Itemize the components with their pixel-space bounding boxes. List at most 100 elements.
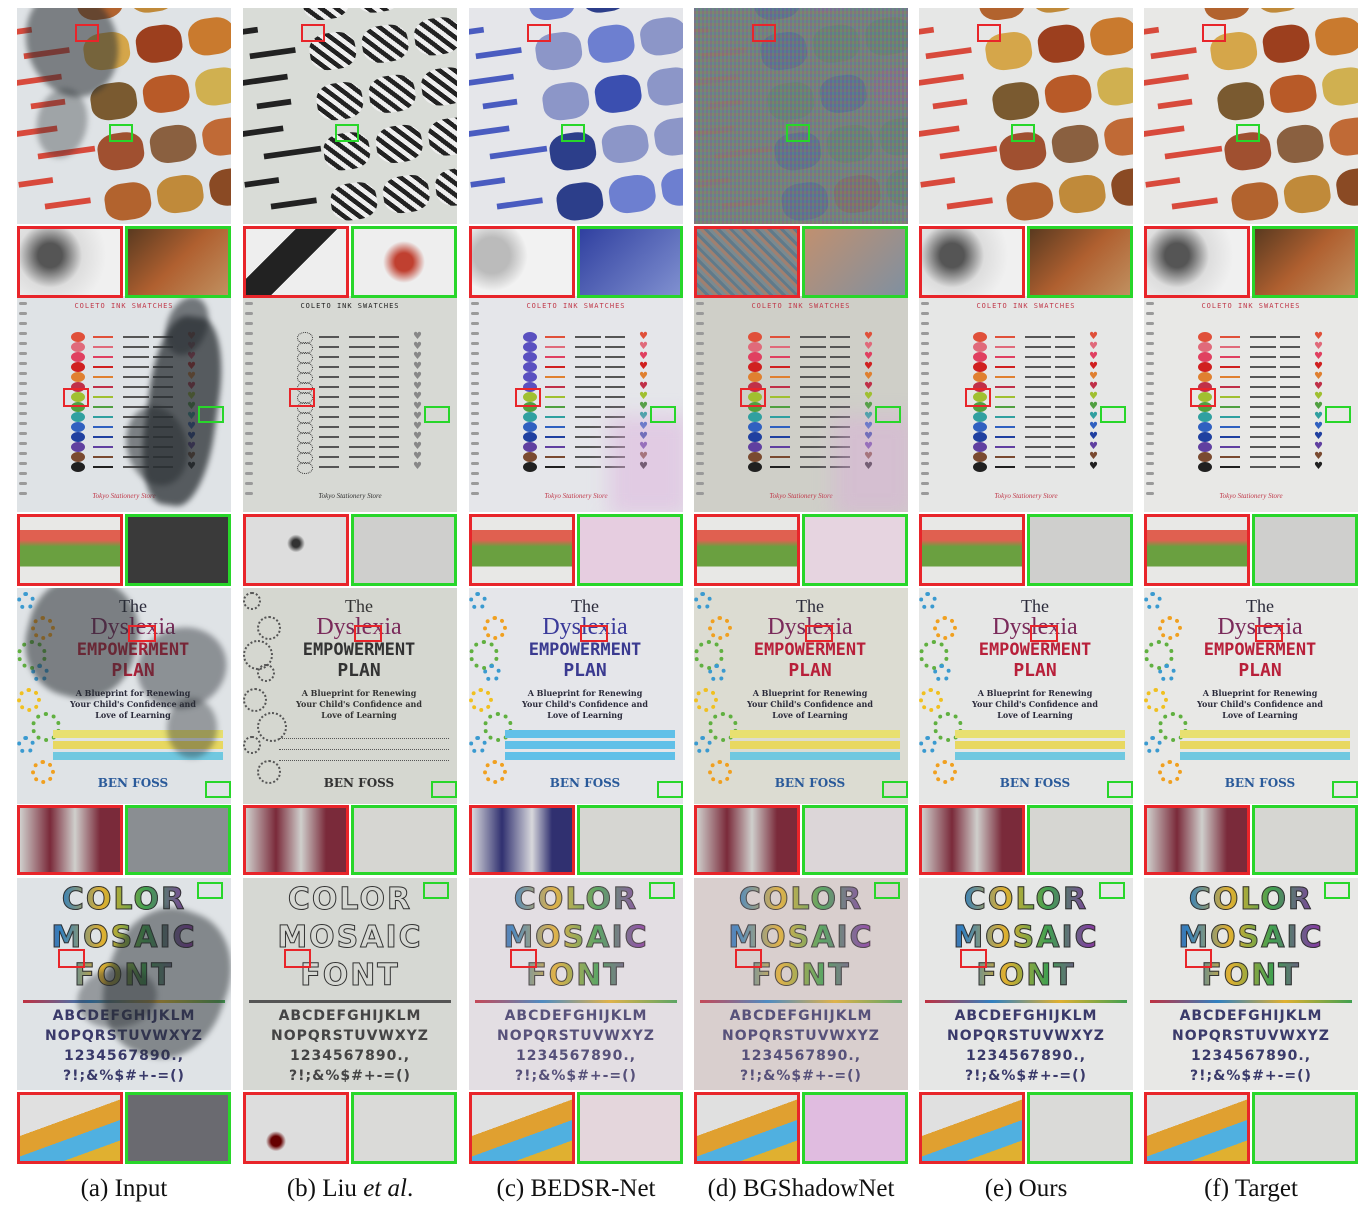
handwriting bbox=[379, 416, 399, 418]
handwriting bbox=[1055, 386, 1075, 388]
spiral-binding bbox=[696, 482, 704, 485]
handwriting bbox=[995, 386, 1015, 388]
spiral-binding bbox=[1146, 332, 1154, 335]
zoom-crop-red bbox=[17, 226, 123, 298]
spiral-binding bbox=[19, 322, 27, 325]
handwriting bbox=[93, 396, 113, 398]
handwriting bbox=[123, 336, 149, 338]
handwriting bbox=[830, 356, 850, 358]
handwriting bbox=[545, 456, 565, 458]
handwriting bbox=[545, 386, 565, 388]
spiral-binding bbox=[1146, 422, 1154, 425]
red-roi-box bbox=[515, 388, 541, 407]
zoom-crop-red bbox=[243, 514, 349, 586]
green-roi-box bbox=[650, 406, 676, 423]
handwriting bbox=[1250, 436, 1276, 438]
handwriting bbox=[605, 396, 625, 398]
handwriting bbox=[1280, 386, 1300, 388]
red-roi-box bbox=[284, 949, 311, 968]
handwriting bbox=[1025, 406, 1051, 408]
food-photo bbox=[155, 173, 206, 216]
handwriting bbox=[93, 426, 113, 428]
book-cover-image: TheDyslexiaEMPOWERMENTPLANA Blueprint fo… bbox=[1144, 588, 1358, 804]
red-roi-box bbox=[75, 24, 99, 42]
spiral-binding bbox=[245, 492, 253, 495]
green-roi-box bbox=[1325, 406, 1351, 423]
spiral-binding bbox=[696, 302, 704, 305]
spiral-binding bbox=[696, 372, 704, 375]
food-photo bbox=[186, 15, 231, 58]
spiral-binding bbox=[921, 442, 929, 445]
ink-blob bbox=[71, 452, 85, 462]
red-roi-box bbox=[289, 388, 315, 407]
zoom-crop-green bbox=[577, 805, 683, 875]
menu-text bbox=[257, 99, 292, 109]
handwriting bbox=[995, 446, 1015, 448]
ink-blob bbox=[523, 462, 537, 472]
handwriting bbox=[995, 396, 1015, 398]
gear-icon bbox=[243, 592, 261, 610]
handwriting bbox=[1220, 346, 1240, 348]
green-roi-box bbox=[786, 124, 810, 142]
food-photo bbox=[1282, 173, 1333, 216]
handwriting bbox=[800, 406, 826, 408]
handwriting bbox=[349, 416, 375, 418]
red-roi-box bbox=[580, 625, 608, 642]
spiral-binding bbox=[921, 312, 929, 315]
spiral-binding bbox=[921, 302, 929, 305]
red-roi-box bbox=[63, 388, 89, 407]
handwriting bbox=[545, 396, 565, 398]
mosaic-row-digits: 1234567890., bbox=[17, 1048, 231, 1064]
highlight-band bbox=[279, 752, 449, 761]
green-roi-box bbox=[423, 882, 449, 899]
ink-blob bbox=[973, 352, 987, 362]
spiral-binding bbox=[471, 322, 479, 325]
red-roi-box bbox=[527, 24, 551, 42]
highlight-band bbox=[279, 741, 449, 750]
spiral-binding bbox=[921, 422, 929, 425]
spiral-binding bbox=[1146, 382, 1154, 385]
handwriting bbox=[1025, 396, 1051, 398]
caption-text: (e) Ours bbox=[985, 1175, 1068, 1202]
spiral-binding bbox=[471, 412, 479, 415]
food-photo bbox=[540, 80, 591, 123]
ink-title: COLETO INK SWATCHES bbox=[694, 302, 908, 310]
handwriting bbox=[1250, 386, 1276, 388]
menu-text bbox=[249, 47, 295, 59]
handwriting bbox=[1025, 466, 1051, 468]
spiral-binding bbox=[19, 332, 27, 335]
ink-blob bbox=[1198, 452, 1212, 462]
spiral-binding bbox=[1146, 342, 1154, 345]
food-photo bbox=[1327, 115, 1358, 158]
handwriting bbox=[1055, 346, 1075, 348]
spiral-binding bbox=[921, 472, 929, 475]
column-c: COLETO INK SWATCHES ♥ ♥ ♥ ♥ ♥ ♥ ♥ ♥ ♥ ♥ ♥ ♥ ♥ ♥ Tokyo S… bbox=[469, 0, 683, 1213]
red-roi-box bbox=[735, 949, 762, 968]
divider bbox=[249, 1000, 451, 1003]
zoom-crop-green bbox=[351, 805, 457, 875]
mosaic-row-digits: 1234567890., bbox=[919, 1048, 1133, 1064]
ink-title: COLETO INK SWATCHES bbox=[243, 302, 457, 310]
ink-blob bbox=[973, 442, 987, 452]
spiral-binding bbox=[696, 452, 704, 455]
menu-text bbox=[919, 27, 934, 37]
food-photo bbox=[148, 123, 199, 166]
red-roi-box bbox=[1255, 625, 1283, 642]
food-photo bbox=[1268, 72, 1319, 115]
caption-b: (b) Liu et al. bbox=[223, 1172, 477, 1206]
zoom-crop-green bbox=[125, 805, 231, 875]
handwriting bbox=[770, 336, 790, 338]
handwriting bbox=[575, 466, 601, 468]
ink-swatch-image: COLETO INK SWATCHES♥♥♥♥♥♥♥♥♥♥♥♥♥♥Tokyo S… bbox=[17, 296, 231, 512]
handwriting bbox=[319, 406, 339, 408]
book-text-sub3: Love of Learning bbox=[487, 710, 683, 720]
food-photo bbox=[353, 8, 404, 15]
zoom-crop-red bbox=[1144, 1092, 1250, 1164]
handwriting bbox=[1250, 366, 1276, 368]
caption-c: (c) BEDSR-Net bbox=[449, 1172, 703, 1206]
zoom-crop-red bbox=[17, 1092, 123, 1164]
handwriting bbox=[1250, 426, 1276, 428]
food-photo bbox=[1043, 72, 1094, 115]
red-roi-box bbox=[354, 625, 382, 642]
handwriting bbox=[93, 386, 113, 388]
